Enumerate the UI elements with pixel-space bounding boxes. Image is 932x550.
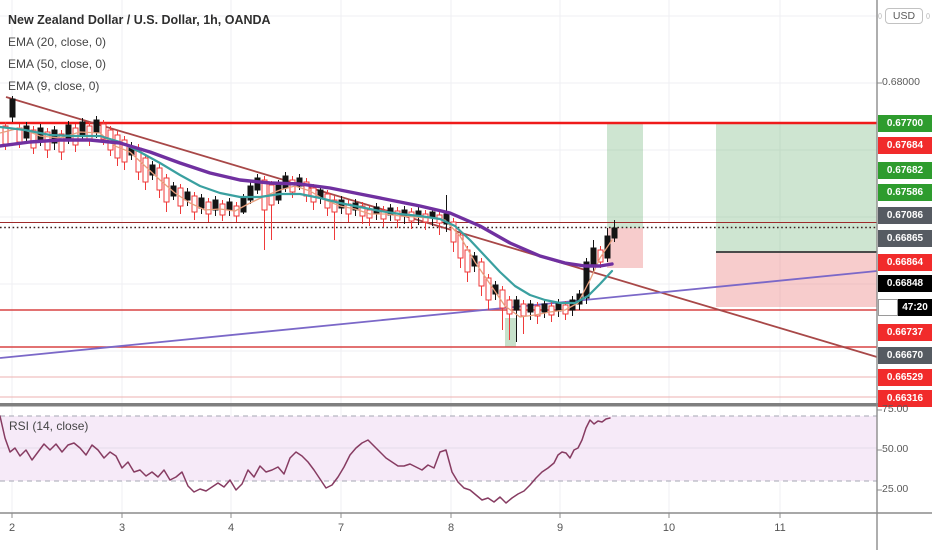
handle-dot-icon: [878, 13, 882, 19]
time-label: 7: [337, 522, 345, 534]
price-label: 0.66848: [878, 274, 932, 292]
price-label: 0.67086: [878, 206, 932, 224]
indicator-ema9[interactable]: EMA (9, close, 0): [8, 79, 100, 93]
bar-countdown: 47:20: [898, 298, 932, 316]
time-label: 3: [118, 522, 126, 534]
rsi-line: [0, 415, 611, 504]
level-lines: [0, 121, 877, 398]
axis-tick-label: 0.68000: [882, 75, 920, 88]
position-boxes: [505, 124, 877, 347]
axis-tick-label: 75.00: [882, 402, 909, 415]
price-label: 0.66737: [878, 323, 932, 341]
handle-dot-icon: [926, 13, 930, 19]
time-label: 10: [662, 522, 676, 534]
countdown-spacer: [878, 298, 898, 316]
time-label: 8: [447, 522, 455, 534]
rsi-pane: [0, 415, 877, 482]
price-label: 0.66316: [878, 389, 932, 407]
ascending-trendline: [0, 270, 878, 359]
time-label: 9: [556, 522, 564, 534]
legend: New Zealand Dollar / U.S. Dollar, 1h, OA…: [8, 9, 271, 97]
axis-tick-label: 50.00: [882, 442, 909, 455]
price-label: 0.66529: [878, 368, 932, 386]
price-label: 47:20: [878, 298, 932, 316]
axis-tick-label: 25.00: [882, 482, 909, 495]
time-scale[interactable]: 2 3 4 7 8 9 10 11: [0, 514, 932, 550]
time-label: 2: [8, 522, 16, 534]
ema20-line: [0, 125, 614, 305]
price-scale[interactable]: 0.68000 0.67700 0.67684 0.67682 0.67586 0.670…: [878, 0, 932, 550]
descending-trendline: [5, 96, 878, 358]
indicator-ema20[interactable]: EMA (20, close, 0): [8, 35, 107, 49]
price-label: 0.66670: [878, 346, 932, 364]
indicator-rsi[interactable]: RSI (14, close): [9, 419, 89, 433]
currency-button[interactable]: USD: [884, 8, 924, 24]
indicator-ema50[interactable]: EMA (50, close, 0): [8, 57, 107, 71]
time-label: 11: [774, 522, 786, 534]
ema50-line: [0, 138, 614, 268]
price-label: 0.67682: [878, 161, 932, 179]
price-label: 0.67684: [878, 136, 932, 154]
currency-toggle: USD: [878, 8, 930, 24]
price-label: 0.66865: [878, 229, 932, 247]
price-label: 0.66864: [878, 253, 932, 271]
time-label: 4: [227, 522, 235, 534]
price-label: 0.67586: [878, 183, 932, 201]
symbol-title[interactable]: New Zealand Dollar / U.S. Dollar, 1h, OA…: [8, 13, 271, 27]
price-label: 0.67700: [878, 114, 932, 132]
